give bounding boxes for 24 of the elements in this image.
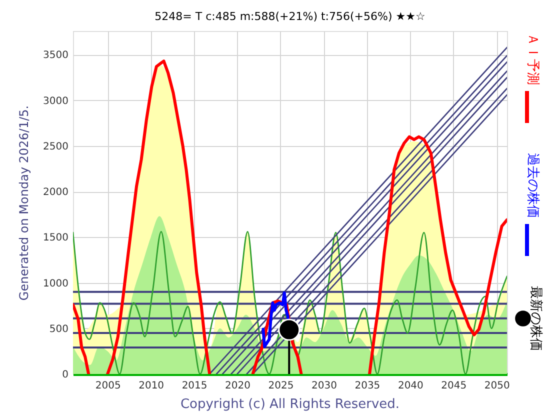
y-axis-title: Generated on Monday 2026/1/5.: [17, 105, 32, 301]
x-tick-label: 2015: [182, 380, 208, 392]
text: 過去の株価: [525, 153, 540, 218]
text: ＡＩ予測: [525, 33, 540, 85]
y-tick-label: 500: [49, 324, 68, 335]
x-tick-label: 2045: [441, 380, 467, 392]
x-tick-label: 2035: [354, 380, 380, 392]
chart-title: 5248= T c:485 m:588(+21%) t:756(+56%) ★★☆: [154, 10, 426, 23]
x-tick-label: 2025: [268, 380, 294, 392]
x-tick-label: 2050: [484, 380, 510, 392]
x-tick-label: 2030: [311, 380, 337, 392]
y-tick-label: 2500: [43, 141, 68, 152]
y-tick-label: 1500: [43, 232, 68, 244]
y-tick-label: 3500: [43, 50, 68, 62]
y-tick-label: 1000: [43, 278, 68, 290]
x-tick-label: 2010: [138, 380, 164, 392]
x-tick-label: 2020: [225, 380, 250, 392]
legend-label: 最新の株価: [528, 286, 543, 351]
y-tick-label: 2000: [43, 187, 68, 198]
text: Copyright (c) All Rights Reserved.: [180, 397, 400, 412]
x-tick-label: 2005: [95, 380, 121, 392]
x-tick-label: 2040: [398, 380, 424, 392]
y-tick-label: 3000: [43, 96, 68, 107]
y-tick-label: 0: [62, 370, 68, 380]
